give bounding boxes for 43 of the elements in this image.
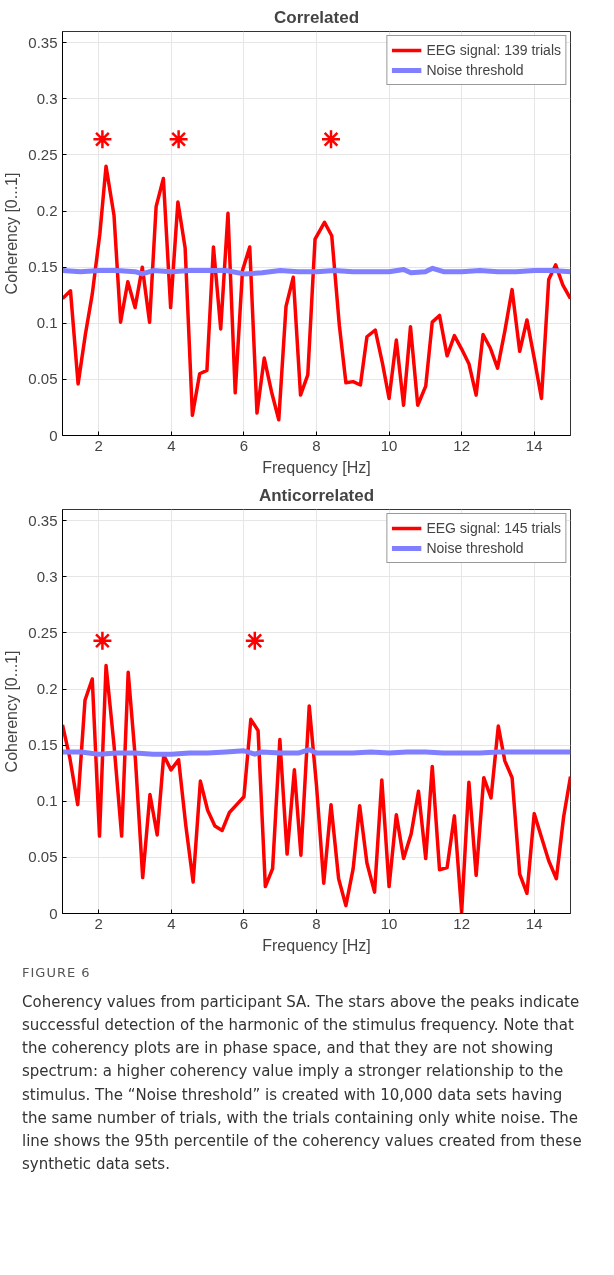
x-tick-label: 2 [94, 436, 103, 454]
caption: FIGURE 6 [22, 964, 91, 982]
x-tick-label: 8 [312, 436, 321, 454]
y-tick-label: 0 [49, 904, 58, 922]
y-tick-label: 0.2 [36, 202, 58, 220]
y-tick-label: 0.3 [36, 89, 58, 107]
y-tick-label: 0.05 [28, 370, 58, 388]
x-tick-label: 4 [167, 914, 176, 932]
legend-label: Noise threshold [426, 62, 524, 78]
x-tick-label: 12 [453, 436, 470, 454]
x-axis-title: Frequency [Hz] [262, 458, 371, 476]
x-tick-label: 12 [453, 914, 470, 932]
chart-title: Correlated [273, 7, 360, 27]
y-tick-label: 0.35 [28, 33, 58, 51]
y-tick-label: 0.3 [36, 567, 58, 585]
y-tick-label: 0.25 [28, 623, 58, 641]
y-tick-label: 0.15 [28, 736, 58, 754]
x-tick-label: 2 [94, 914, 103, 932]
x-axis-title: Frequency [Hz] [262, 936, 371, 954]
y-tick-label: 0 [49, 426, 58, 444]
x-tick-label: 10 [380, 914, 398, 932]
line-series [62, 164, 571, 422]
x-tick-label: 14 [525, 436, 543, 454]
x-tick-label: 14 [525, 914, 543, 932]
legend-label: Noise threshold [426, 540, 524, 556]
text: Coherency values from participant SA. The stars above the peaks indicate successful detection of the harmonic of the stimulus frequency. Note that the coherency plots are in phase space, and that they are not showing spectrum: a higher coherency value imply a stronger relationship to the stimulus. The “Noise threshold” is created with 10,000 data sets having the same number of trials, with the trials containing only white noise. The line shows the 95th percentile of the coherency values created from these synthetic data sets. [22, 991, 582, 1176]
y-tick-label: 0.25 [28, 145, 58, 163]
y-tick-label: 0.2 [36, 680, 58, 698]
y-tick-label: 0.35 [28, 511, 58, 529]
x-tick-label: 10 [380, 436, 398, 454]
y-tick-label: 0.15 [28, 258, 58, 276]
y-tick-label: 0.1 [36, 792, 58, 810]
x-tick-label: 6 [239, 436, 249, 454]
chart-title: Anticorrelated [258, 485, 375, 505]
y-axis-title: Coherency [0...1] [3, 172, 21, 295]
x-tick-label: 6 [239, 914, 249, 932]
y-tick-label: 0.05 [28, 848, 58, 866]
y-axis-title: Coherency [0...1] [3, 650, 21, 773]
legend-label: EEG signal: 139 trials [426, 42, 561, 58]
legend-label: EEG signal: 145 trials [426, 520, 561, 536]
x-tick-label: 8 [312, 914, 321, 932]
x-tick-label: 4 [167, 436, 176, 454]
y-tick-label: 0.1 [36, 314, 58, 332]
